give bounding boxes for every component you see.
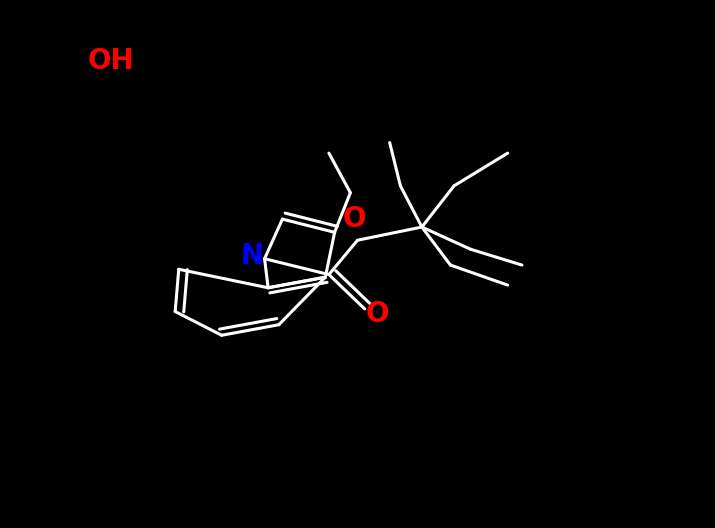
Text: O: O (366, 300, 389, 328)
Text: N: N (240, 242, 263, 270)
Text: OH: OH (87, 46, 134, 75)
Text: O: O (342, 205, 365, 233)
